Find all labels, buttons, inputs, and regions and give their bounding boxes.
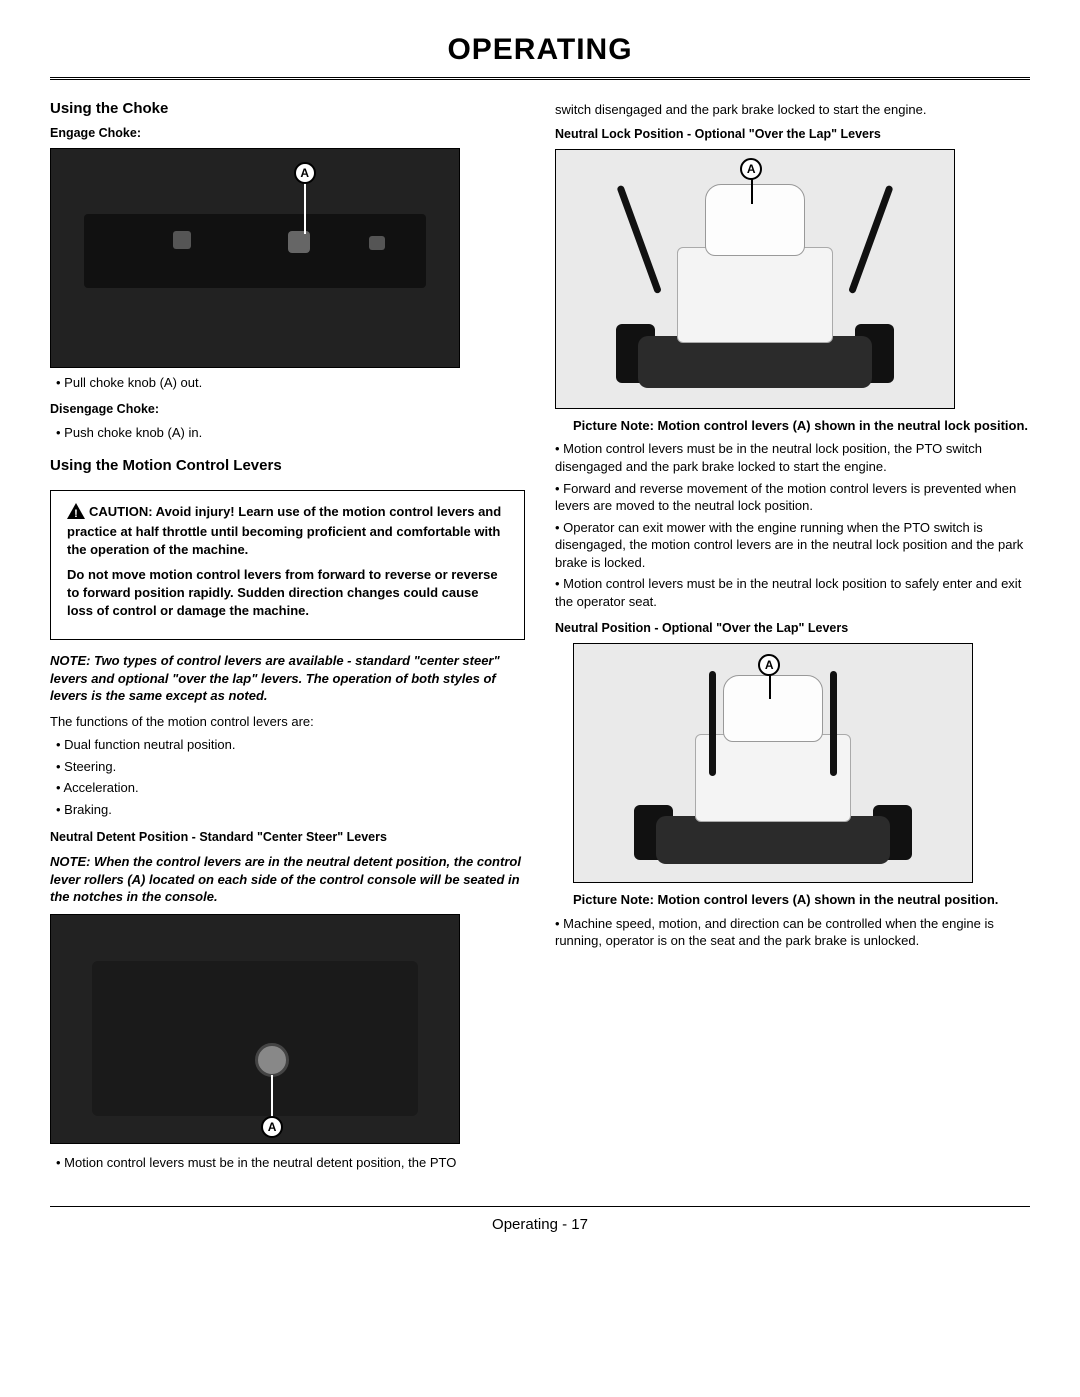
figure-neutral-position: A (573, 643, 973, 883)
detent-list: Motion control levers must be in the neu… (56, 1154, 525, 1172)
note-detent-rollers: NOTE: When the control levers are in the… (50, 853, 525, 906)
picture-note-neutral: Picture Note: Motion control levers (A) … (573, 891, 1030, 909)
caution-p1: ! CAUTION: Avoid injury! Learn use of th… (67, 503, 508, 559)
two-column-layout: Using the Choke Engage Choke: A Pull cho… (50, 95, 1030, 1182)
svg-text:!: ! (74, 508, 78, 519)
callout-a-icon: A (294, 162, 316, 184)
list-item: Forward and reverse movement of the moti… (555, 480, 1030, 515)
heading-using-choke: Using the Choke (50, 99, 525, 119)
list-item: Motion control levers must be in the neu… (56, 1154, 525, 1172)
subhead-disengage-choke: Disengage Choke: (50, 401, 525, 418)
subhead-neutral-lock: Neutral Lock Position - Optional "Over t… (555, 126, 1030, 143)
title-rule (50, 77, 1030, 81)
list-item: Push choke knob (A) in. (56, 424, 525, 442)
list-item: Machine speed, motion, and direction can… (555, 915, 1030, 950)
left-column: Using the Choke Engage Choke: A Pull cho… (50, 95, 525, 1182)
list-item: Dual function neutral position. (56, 736, 525, 754)
subhead-neutral-pos: Neutral Position - Optional "Over the La… (555, 620, 1030, 637)
warning-triangle-icon: ! (67, 503, 85, 524)
disengage-choke-list: Push choke knob (A) in. (56, 424, 525, 442)
list-item: Motion control levers must be in the neu… (555, 575, 1030, 610)
page-footer: Operating - 17 (50, 1215, 1030, 1235)
list-item: Acceleration. (56, 779, 525, 797)
continuation-text: switch disengaged and the park brake loc… (555, 101, 1030, 119)
callout-a-icon: A (740, 158, 762, 180)
right-column: switch disengaged and the park brake loc… (555, 95, 1030, 1182)
neutral-lock-list: Motion control levers must be in the neu… (555, 440, 1030, 610)
callout-a-icon: A (261, 1116, 283, 1138)
engage-choke-list: Pull choke knob (A) out. (56, 374, 525, 392)
neutral-pos-list: Machine speed, motion, and direction can… (555, 915, 1030, 950)
list-item: Operator can exit mower with the engine … (555, 519, 1030, 572)
page-title: OPERATING (50, 30, 1030, 71)
subhead-neutral-detent: Neutral Detent Position - Standard "Cent… (50, 829, 525, 846)
caution-box: ! CAUTION: Avoid injury! Learn use of th… (50, 490, 525, 640)
callout-a-icon: A (758, 654, 780, 676)
picture-note-lock: Picture Note: Motion control levers (A) … (573, 417, 1030, 435)
functions-intro: The functions of the motion control leve… (50, 713, 525, 731)
figure-choke-panel: A (50, 148, 460, 368)
figure-detent-roller: A (50, 914, 460, 1144)
functions-list: Dual function neutral position. Steering… (56, 736, 525, 818)
list-item: Pull choke knob (A) out. (56, 374, 525, 392)
list-item: Motion control levers must be in the neu… (555, 440, 1030, 475)
note-lever-types: NOTE: Two types of control levers are av… (50, 652, 525, 705)
heading-motion-levers: Using the Motion Control Levers (50, 456, 525, 476)
list-item: Braking. (56, 801, 525, 819)
figure-neutral-lock: A (555, 149, 955, 409)
caution-text-1: CAUTION: Avoid injury! Learn use of the … (67, 504, 501, 557)
footer-rule (50, 1206, 1030, 1207)
caution-p2: Do not move motion control levers from f… (67, 566, 508, 619)
list-item: Steering. (56, 758, 525, 776)
subhead-engage-choke: Engage Choke: (50, 125, 525, 142)
